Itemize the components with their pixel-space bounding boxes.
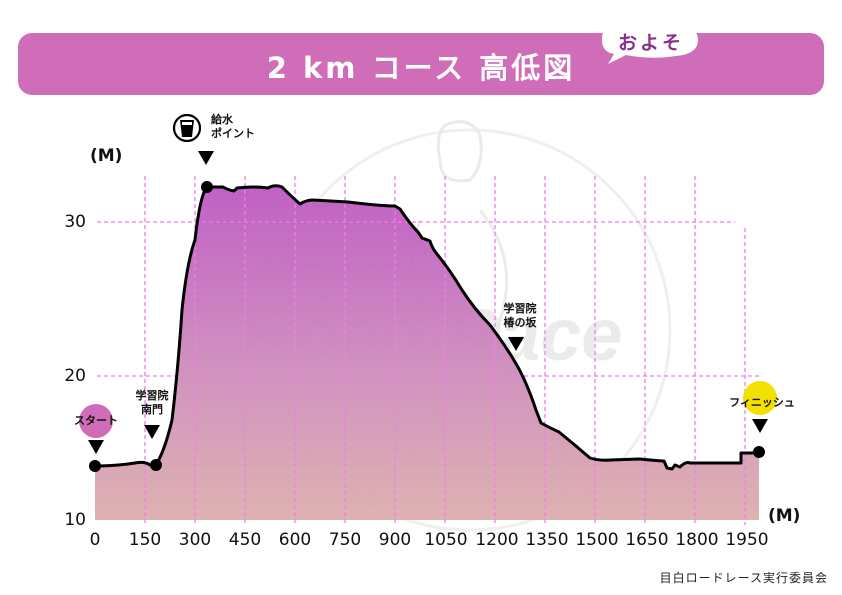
cup-icon	[172, 113, 202, 143]
x-tick: 1500	[575, 530, 619, 550]
y-tick-30: 30	[64, 212, 86, 232]
slope-label: 学習院 椿の坂	[490, 302, 550, 330]
y-tick-10: 10	[64, 510, 86, 530]
grid	[97, 176, 760, 525]
start-arrow-icon	[88, 440, 104, 454]
gate-label-line2: 南門	[141, 403, 163, 416]
approx-badge: およそ	[617, 32, 684, 54]
x-tick: 1650	[625, 530, 669, 550]
water-label-line2: ポイント	[211, 127, 255, 140]
elevation-area	[95, 185, 759, 520]
start-point	[89, 460, 101, 472]
gate-label: 学習院 南門	[122, 389, 182, 417]
slope-label-line2: 椿の坂	[503, 316, 537, 329]
x-tick: 300	[178, 530, 212, 550]
x-tick: 900	[378, 530, 412, 550]
start-label: スタート	[74, 414, 118, 427]
slope-label-line1: 学習院	[503, 302, 537, 315]
x-tick: 1050	[424, 530, 468, 550]
x-tick: 150	[128, 530, 162, 550]
speech-bubble-icon	[602, 24, 698, 64]
elevation-line	[94, 184, 760, 471]
y-tick-20: 20	[64, 366, 86, 386]
x-tick: 1950	[725, 530, 769, 550]
water-arrow-icon	[198, 151, 214, 165]
water-point	[201, 181, 213, 193]
finish-point	[753, 446, 765, 458]
x-tick: 0	[89, 530, 101, 550]
finish-badge	[743, 381, 777, 415]
x-tick: 450	[228, 530, 262, 550]
x-tick: 750	[328, 530, 362, 550]
gate-arrow-icon	[144, 425, 160, 439]
page-title: 2 km コース 高低図	[266, 51, 576, 85]
gate-label-line1: 学習院	[135, 389, 169, 402]
x-tick: 1350	[525, 530, 569, 550]
x-tick: 1800	[675, 530, 719, 550]
finish-arrow-icon	[752, 419, 768, 433]
x-tick: 1200	[475, 530, 519, 550]
finish-label: フィニッシュ	[729, 396, 795, 409]
organizer-credit: 目白ロードレース実行委員会	[659, 571, 828, 585]
start-badge	[79, 404, 113, 438]
gate-point	[150, 459, 162, 471]
water-label-line1: 給水	[211, 113, 233, 126]
x-axis-unit: (M)	[768, 506, 801, 526]
x-tick: 600	[278, 530, 312, 550]
water-label: 給水 ポイント	[211, 113, 271, 141]
slope-arrow-icon	[508, 337, 524, 351]
y-axis-unit: (M)	[90, 146, 123, 166]
